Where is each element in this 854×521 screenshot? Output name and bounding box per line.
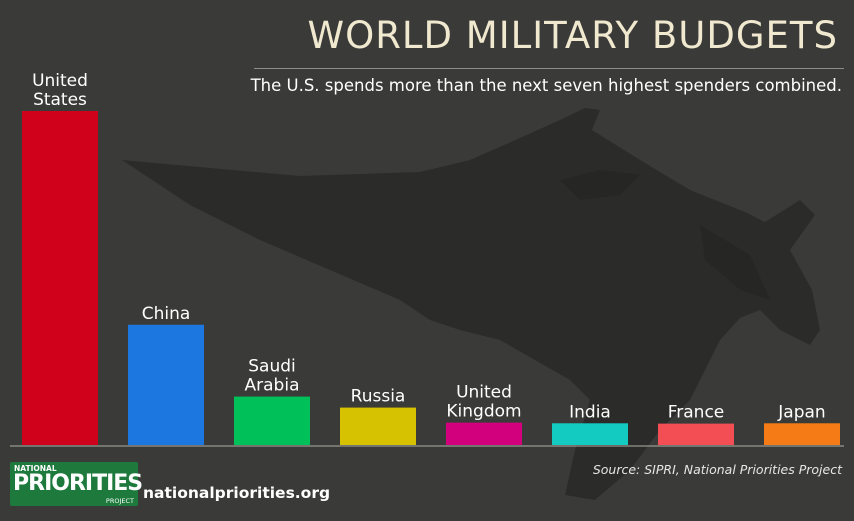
npp-logo: NATIONAL PRIORITIES PROJECT	[10, 462, 143, 506]
bar-label: Japan	[777, 402, 825, 422]
bar-france	[658, 423, 734, 445]
site-link[interactable]: nationalpriorities.org	[143, 484, 331, 502]
bar-united-kingdom	[446, 422, 522, 445]
fighter-jet-silhouette	[122, 108, 820, 500]
page-title: WORLD MILITARY BUDGETS	[307, 14, 838, 57]
bar-label: Saudi Arabia	[245, 357, 300, 396]
bar-label: China	[142, 304, 191, 324]
bars-group: United States China Saudi Arabia Russia United…	[22, 71, 840, 445]
bar-saudi-arabia	[234, 396, 310, 445]
bar-label: France	[668, 403, 725, 423]
bar-label: United States	[32, 71, 88, 110]
title-divider	[254, 68, 844, 69]
bar-label: India	[569, 402, 611, 422]
source-note: Source: SIPRI, National Priorities Proje…	[592, 462, 842, 477]
logo-line3: PROJECT	[105, 497, 134, 505]
bar-japan	[764, 423, 840, 445]
bar-india	[552, 423, 628, 445]
bar-china	[128, 324, 204, 445]
bar-russia	[340, 407, 416, 445]
bar-label: Russia	[351, 387, 406, 407]
page-subtitle: The U.S. spends more than the next seven…	[250, 76, 842, 95]
bar-label: United Kingdom	[446, 383, 521, 422]
logo-line1: NATIONAL	[14, 464, 57, 473]
logo-line2: PRIORITIES	[13, 471, 143, 496]
bar-united-states	[22, 111, 98, 445]
